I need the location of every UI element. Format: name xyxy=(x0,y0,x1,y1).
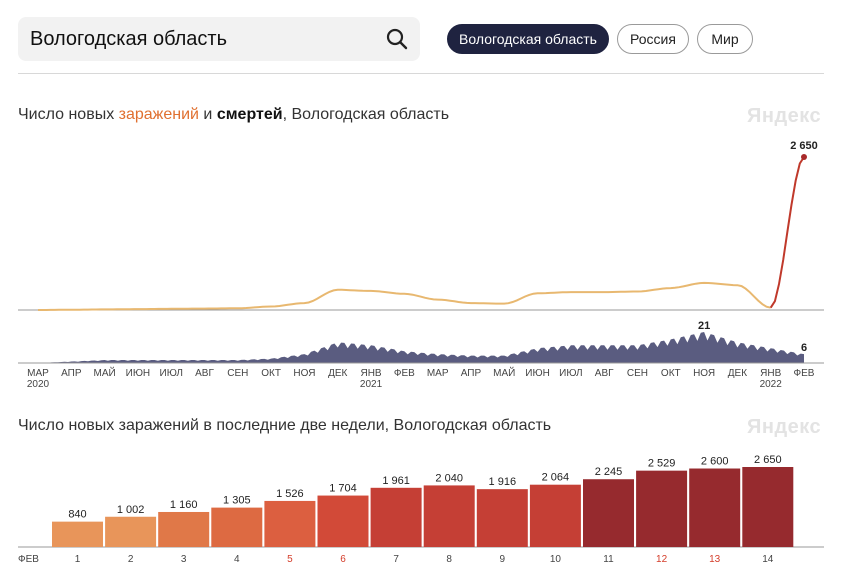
region-button-russia[interactable]: Россия xyxy=(617,24,689,54)
chart2-title: Число новых заражений в последние две не… xyxy=(18,417,552,434)
infections-line xyxy=(38,281,771,311)
bar-category-label: 8 xyxy=(446,554,452,565)
bar-category-label: 13 xyxy=(709,554,721,565)
x-tick-label: АПР xyxy=(61,368,82,379)
chart1-title-prefix: Число новых xyxy=(18,106,119,123)
header-divider xyxy=(18,73,824,74)
region-button-vologda[interactable]: Вологодская область xyxy=(447,24,609,54)
x-tick-label: МАР xyxy=(27,368,49,379)
bar xyxy=(636,470,688,547)
x-tick-year: 2022 xyxy=(760,379,783,390)
bar-value-label: 2 064 xyxy=(542,472,570,484)
yandex-watermark-2: Яндекс xyxy=(747,416,822,438)
bar xyxy=(742,467,794,547)
bar xyxy=(317,495,369,547)
bar-category-label: 1 xyxy=(75,554,81,565)
yandex-watermark: Яндекс xyxy=(747,105,822,127)
bar-category-label: 5 xyxy=(287,554,293,565)
bar-value-label: 2 650 xyxy=(754,454,782,466)
bar xyxy=(105,516,157,547)
infections-line-recent xyxy=(769,156,805,309)
x-tick-label: МАЙ xyxy=(493,366,515,379)
bar xyxy=(423,485,475,547)
bar-value-label: 840 xyxy=(68,509,86,521)
x-tick-label: АВГ xyxy=(595,368,614,379)
x-tick-label: ИЮН xyxy=(525,368,550,379)
bar xyxy=(476,489,528,547)
x-tick-label: АВГ xyxy=(195,368,214,379)
chart1-title-infections: заражений xyxy=(118,106,199,123)
bar-category-label: 2 xyxy=(128,554,134,565)
infections-peak-label: 2 650 xyxy=(790,140,818,152)
x-tick-label: ИЮЛ xyxy=(160,368,183,379)
x-tick-label: МАР xyxy=(427,368,449,379)
x-tick-label: ДЕК xyxy=(328,368,347,379)
bar-value-label: 1 002 xyxy=(117,504,145,516)
x-tick-label: АПР xyxy=(461,368,482,379)
search-box[interactable]: Вологодская область xyxy=(18,17,420,61)
x-tick-label: ЯНВ xyxy=(760,368,781,379)
x-tick-label: НОЯ xyxy=(693,368,715,379)
x-tick-label: ИЮЛ xyxy=(559,368,582,379)
x-tick-label: ДЕК xyxy=(728,368,747,379)
bar-category-label: 11 xyxy=(603,554,614,565)
x-tick-label: СЕН xyxy=(627,368,648,379)
x-tick-label: ОКТ xyxy=(661,368,681,379)
bar xyxy=(158,511,210,547)
x-tick-label: СЕН xyxy=(227,368,248,379)
bar-category-label: 12 xyxy=(656,554,668,565)
bar-value-label: 1 704 xyxy=(329,483,357,495)
bar-value-label: 1 961 xyxy=(382,475,410,487)
chart1-title-and: и xyxy=(198,106,217,123)
x-tick-label: НОЯ xyxy=(293,368,315,379)
bar xyxy=(689,468,741,547)
bar xyxy=(264,500,316,547)
bar-value-label: 2 600 xyxy=(701,456,729,468)
bar xyxy=(529,484,581,547)
x-tick-label: ФЕВ xyxy=(794,368,815,379)
bar xyxy=(211,507,263,547)
bar-category-label: 14 xyxy=(762,554,774,565)
bar-value-label: 1 305 xyxy=(223,495,251,507)
bar-category-label: 6 xyxy=(340,554,346,565)
bar-value-label: 2 529 xyxy=(648,458,676,470)
chart1-title-deaths: смертей xyxy=(216,106,283,123)
bar xyxy=(370,487,422,547)
chart1-title-suffix: , Вологодская область xyxy=(282,106,450,123)
chart1-title: Число новых заражений и смертей, Вологод… xyxy=(18,106,449,124)
search-icon[interactable] xyxy=(386,28,408,50)
two-week-bar-chart: ФЕВ 840 1 1 002 2 1 160 3 1 305 4 1 526 5 1 704 6 1 9… xyxy=(18,454,824,565)
deaths-last-label: 6 xyxy=(801,342,807,354)
bar-value-label: 2 040 xyxy=(435,472,463,484)
x-tick-label: ЯНВ xyxy=(360,368,381,379)
bar-category-label: 4 xyxy=(234,554,240,565)
search-input[interactable]: Вологодская область xyxy=(30,28,228,50)
infections-last-point xyxy=(801,154,807,160)
x-tick-label: МАЙ xyxy=(94,366,116,379)
bar-value-label: 1 526 xyxy=(276,488,304,500)
deaths-area xyxy=(38,332,804,363)
x-tick-label: ИЮН xyxy=(126,368,151,379)
bar xyxy=(583,479,634,547)
x-tick-label: ОКТ xyxy=(261,368,281,379)
bar-category-label: 10 xyxy=(550,554,562,565)
bar-category-label: 7 xyxy=(393,554,399,565)
region-button-world[interactable]: Мир xyxy=(697,24,753,54)
bar-category-label: 3 xyxy=(181,554,187,565)
bar-value-label: 1 916 xyxy=(489,476,517,488)
x-tick-year: 2020 xyxy=(27,379,50,390)
bar xyxy=(52,521,103,547)
month-label: ФЕВ xyxy=(18,554,39,565)
deaths-peak-label: 21 xyxy=(698,320,710,332)
x-tick-label: ФЕВ xyxy=(394,368,415,379)
bar-value-label: 2 245 xyxy=(595,466,623,478)
bar-value-label: 1 160 xyxy=(170,499,198,511)
x-tick-year: 2021 xyxy=(360,379,383,390)
bar-category-label: 9 xyxy=(500,554,506,565)
